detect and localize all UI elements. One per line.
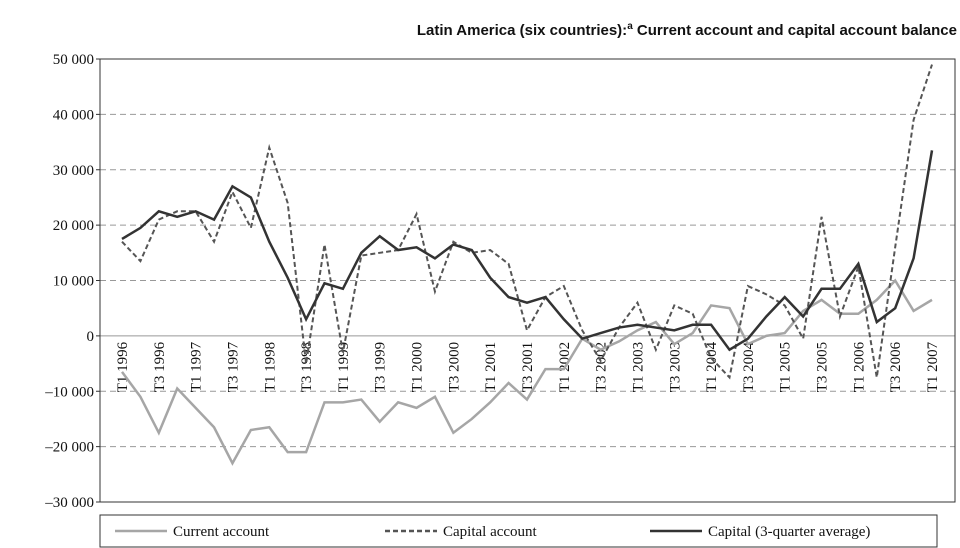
x-tick-label: T1 1999 (336, 342, 352, 392)
y-tick-label: –20 000 (44, 440, 94, 456)
y-tick-label: 0 (87, 329, 95, 345)
x-tick-label: T1 2004 (704, 341, 720, 392)
x-tick-label: T1 2001 (483, 342, 499, 392)
x-tick-label: T3 1997 (225, 341, 241, 392)
x-tick-label: T1 2006 (851, 341, 867, 392)
legend-box (99, 514, 938, 548)
y-tick-label: 20 000 (53, 218, 94, 234)
x-tick-label: T3 1999 (373, 342, 389, 392)
plot-frame (99, 58, 956, 503)
legend-label: Capital (3-quarter average) (708, 524, 870, 540)
y-tick-label: –30 000 (44, 495, 94, 511)
x-tick-label: T3 2005 (815, 342, 831, 392)
x-tick-label: T1 1998 (262, 342, 278, 392)
y-tick-label: 30 000 (53, 163, 94, 179)
y-tick-label: 40 000 (53, 107, 94, 123)
x-tick-label: T3 1998 (299, 342, 315, 392)
y-tick-label: 50 000 (53, 52, 94, 68)
series-line (120, 278, 933, 466)
x-tick-label: T1 2003 (630, 342, 646, 392)
chart-title: Latin America (six countries):a Current … (417, 21, 957, 39)
legend-label: Current account (173, 524, 270, 540)
x-tick-label: T3 2006 (888, 341, 904, 392)
x-tick-label: T3 2000 (446, 342, 462, 392)
x-tick-label: T3 2004 (741, 341, 757, 392)
x-tick-label: T3 2002 (594, 342, 610, 392)
legend-label: Capital account (443, 524, 538, 540)
y-tick-label: 10 000 (53, 274, 94, 290)
x-tick-label: T3 1996 (152, 341, 168, 392)
series-line (121, 150, 934, 352)
x-tick-label: T1 2007 (925, 341, 941, 392)
x-tick-label: T3 2003 (667, 342, 683, 392)
x-tick-label: T1 2000 (410, 342, 426, 392)
y-tick-label: –10 000 (44, 384, 94, 400)
x-tick-label: T1 1996 (115, 341, 131, 392)
x-tick-label: T1 2005 (778, 342, 794, 392)
x-tick-label: T1 1997 (189, 341, 205, 392)
x-tick-label: T3 2001 (520, 342, 536, 392)
series-line (121, 64, 933, 380)
